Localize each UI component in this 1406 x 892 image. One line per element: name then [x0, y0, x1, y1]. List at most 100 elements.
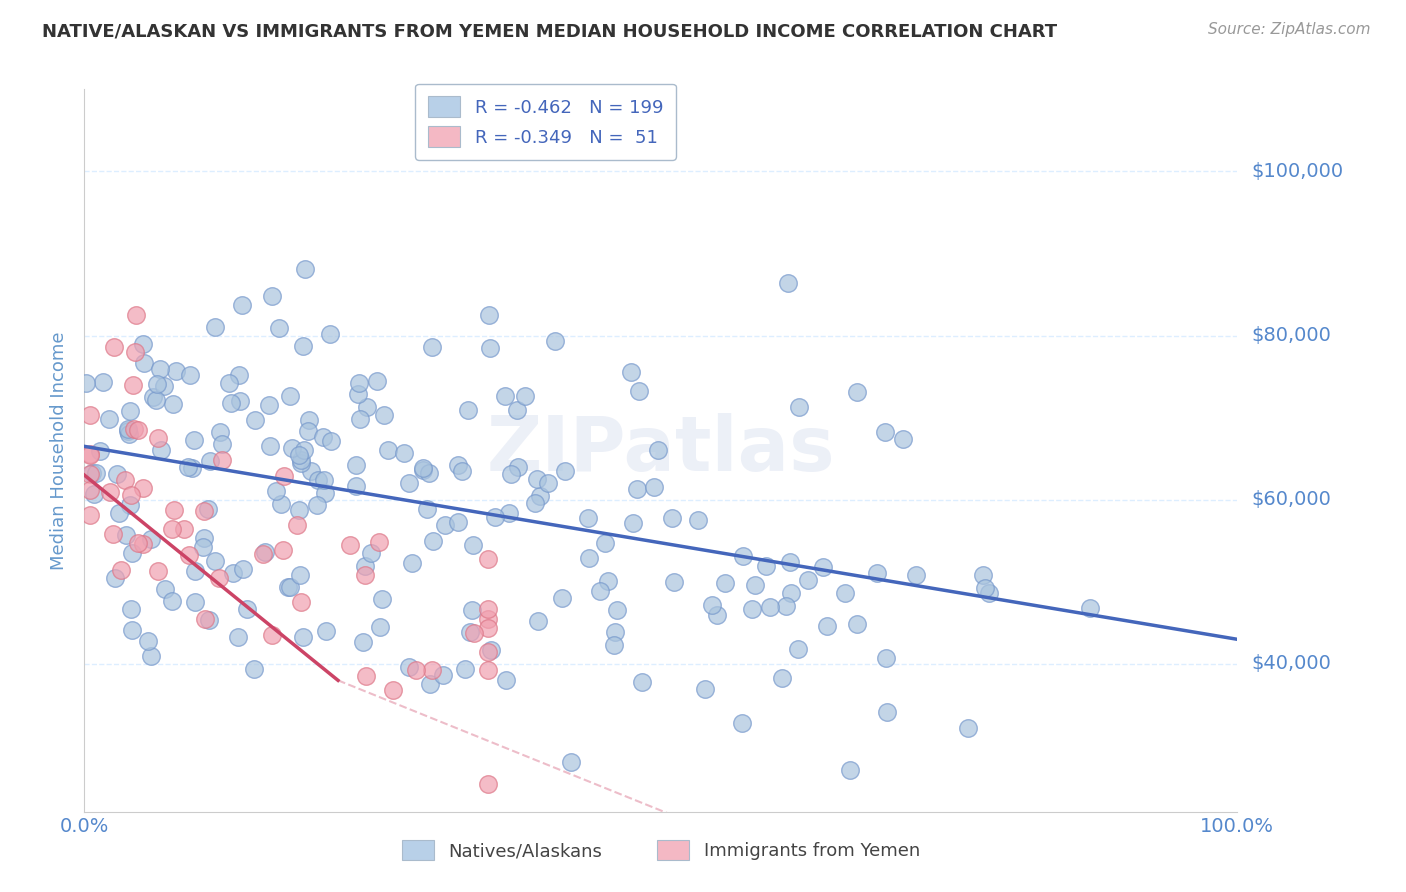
Point	[662, 574, 685, 589]
Point	[401, 556, 423, 570]
Point	[479, 642, 502, 657]
Point	[121, 546, 143, 560]
Point	[243, 413, 266, 427]
Point	[79, 447, 101, 461]
Point	[259, 439, 281, 453]
Point	[758, 600, 780, 615]
Point	[79, 483, 101, 497]
Point	[184, 595, 207, 609]
Point	[419, 677, 441, 691]
Point	[75, 376, 97, 391]
Point	[755, 559, 778, 574]
Point	[643, 481, 665, 495]
Point	[315, 624, 337, 639]
Point	[405, 663, 427, 677]
Point	[257, 397, 280, 411]
Point	[536, 475, 558, 490]
Point	[152, 379, 174, 393]
Point	[79, 448, 101, 462]
Point	[576, 511, 599, 525]
Point	[526, 473, 548, 487]
Point	[290, 452, 312, 467]
Point	[103, 340, 125, 354]
Point	[148, 431, 170, 445]
Point	[122, 378, 145, 392]
Text: $100,000: $100,000	[1251, 161, 1343, 181]
Point	[789, 400, 811, 414]
Point	[741, 602, 763, 616]
Point	[132, 537, 155, 551]
Point	[714, 575, 737, 590]
Point	[127, 536, 149, 550]
Point	[893, 432, 915, 446]
Point	[876, 706, 898, 720]
Point	[478, 308, 501, 322]
Point	[620, 365, 643, 379]
Point	[149, 362, 172, 376]
Point	[198, 613, 221, 627]
Point	[314, 486, 336, 500]
Point	[208, 571, 231, 585]
Point	[370, 620, 392, 634]
Point	[197, 501, 219, 516]
Point	[179, 548, 201, 562]
Point	[260, 628, 283, 642]
Point	[114, 474, 136, 488]
Point	[693, 682, 716, 697]
Point	[231, 298, 253, 312]
Point	[560, 755, 582, 769]
Point	[554, 465, 576, 479]
Point	[360, 546, 382, 560]
Text: $80,000: $80,000	[1251, 326, 1331, 345]
Point	[461, 603, 484, 617]
Point	[344, 479, 367, 493]
Point	[84, 466, 107, 480]
Point	[420, 340, 443, 354]
Point	[288, 449, 311, 463]
Point	[307, 473, 329, 487]
Point	[122, 422, 145, 436]
Point	[162, 397, 184, 411]
Point	[204, 320, 226, 334]
Point	[83, 487, 105, 501]
Point	[418, 466, 440, 480]
Point	[278, 580, 301, 594]
Point	[273, 469, 295, 483]
Point	[349, 412, 371, 426]
Point	[596, 574, 619, 588]
Point	[208, 425, 231, 439]
Point	[183, 433, 205, 447]
Point	[589, 583, 612, 598]
Text: Source: ZipAtlas.com: Source: ZipAtlas.com	[1208, 22, 1371, 37]
Point	[299, 464, 322, 478]
Point	[79, 508, 101, 522]
Legend: Natives/Alaskans, Immigrants from Yemen: Natives/Alaskans, Immigrants from Yemen	[395, 832, 927, 868]
Point	[200, 454, 222, 468]
Point	[101, 527, 124, 541]
Point	[551, 591, 574, 606]
Point	[354, 568, 377, 582]
Point	[478, 341, 501, 355]
Point	[515, 389, 537, 403]
Point	[127, 423, 149, 437]
Point	[285, 518, 308, 533]
Point	[117, 422, 139, 436]
Point	[180, 461, 202, 475]
Point	[298, 413, 321, 427]
Point	[305, 498, 328, 512]
Point	[422, 534, 444, 549]
Point	[811, 559, 834, 574]
Point	[979, 586, 1001, 600]
Point	[142, 390, 165, 404]
Point	[578, 551, 600, 566]
Point	[280, 389, 302, 403]
Point	[242, 662, 264, 676]
Point	[700, 598, 723, 612]
Point	[412, 462, 434, 476]
Point	[218, 376, 240, 390]
Point	[108, 506, 131, 520]
Point	[529, 490, 551, 504]
Point	[270, 497, 292, 511]
Point	[228, 368, 250, 382]
Point	[731, 549, 754, 564]
